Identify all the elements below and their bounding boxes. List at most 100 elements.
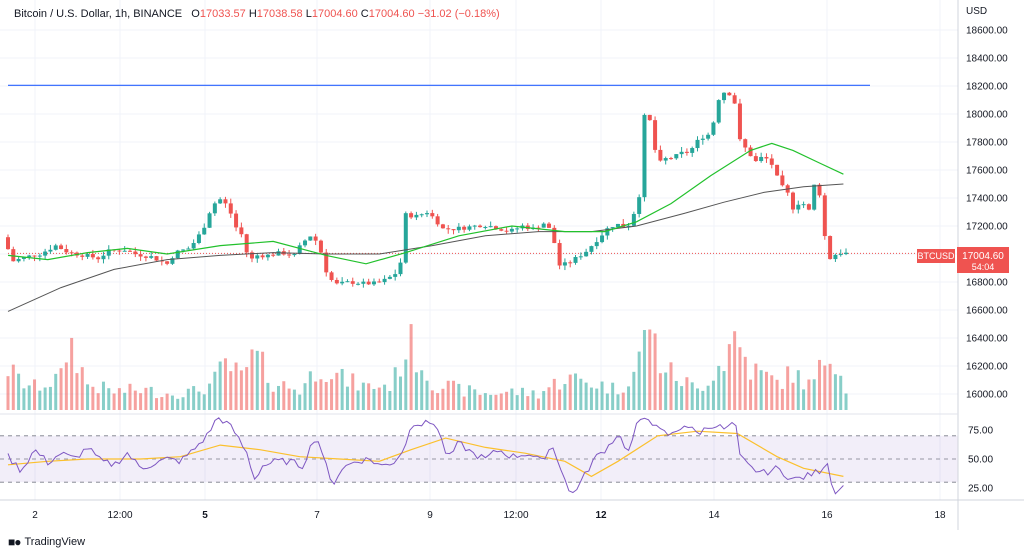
- ma-slow-line: [7, 183, 844, 312]
- volume-bar: [510, 388, 514, 410]
- volume-bar: [404, 359, 408, 410]
- candle-body: [663, 158, 668, 161]
- volume-bar: [107, 388, 111, 410]
- candle-body: [801, 204, 806, 206]
- candle-body: [838, 254, 843, 256]
- candle-body: [695, 139, 700, 149]
- axes: 2 12:00 5 7 9 12:00 12 14 16 18 18600.00 18400.00 18…: [0, 0, 1024, 530]
- volume-bar: [218, 361, 222, 410]
- volume-bar: [54, 373, 58, 410]
- candles: [6, 91, 849, 288]
- candle-body: [631, 213, 636, 226]
- volume-bar: [255, 350, 259, 410]
- candle-body: [578, 256, 583, 258]
- volume-bar: [770, 375, 774, 410]
- volume-bar: [319, 379, 323, 410]
- y-tick-label: 17200.00: [966, 222, 1008, 233]
- candle-body: [817, 184, 822, 196]
- volume-bar: [616, 394, 620, 410]
- volume-bar: [229, 371, 233, 410]
- volume-bar: [436, 393, 440, 410]
- candle-body: [637, 197, 642, 214]
- volume-bar: [589, 387, 593, 410]
- high-label: H: [248, 8, 257, 20]
- candle-body: [403, 213, 408, 263]
- volume-bar: [202, 394, 206, 410]
- candle-body: [430, 213, 435, 217]
- volume-bar: [425, 380, 429, 410]
- tradingview-logo[interactable]: ■● TradingView: [8, 535, 85, 549]
- volume-bar: [160, 397, 164, 410]
- candle-body: [467, 226, 472, 230]
- candle-body: [446, 228, 451, 230]
- candle-body: [127, 250, 132, 252]
- candle-body: [600, 235, 605, 243]
- candle-body: [573, 257, 578, 263]
- volume-bar: [807, 379, 811, 410]
- volume-bar: [59, 368, 63, 410]
- candle-body: [43, 251, 48, 256]
- volume-bar: [759, 370, 763, 410]
- candle-body: [722, 92, 727, 101]
- y-tick-label: 16800.00: [966, 278, 1008, 289]
- volume-bar: [457, 383, 461, 410]
- y-tick-label: 17600.00: [966, 166, 1008, 177]
- volume-bar: [627, 386, 631, 410]
- volume-bar: [812, 379, 816, 410]
- volume-bar: [669, 362, 673, 410]
- volume-bar: [101, 381, 105, 410]
- volume-bar: [80, 367, 84, 410]
- candle-body: [483, 227, 488, 229]
- horizontal-resistance-line[interactable]: [8, 84, 917, 254]
- candle-body: [387, 276, 392, 279]
- countdown-label: 54:04: [972, 262, 995, 272]
- x-tick-label: 12: [595, 510, 607, 521]
- y-tick-label: 16000.00: [966, 390, 1008, 401]
- volume-bar: [414, 372, 418, 410]
- candle-body: [743, 139, 748, 148]
- candle-body: [552, 227, 557, 244]
- candle-body: [732, 95, 737, 104]
- rsi-tick-label: 75.00: [968, 426, 993, 437]
- rsi-tick-label: 50.00: [968, 455, 993, 466]
- volume-bar: [632, 371, 636, 410]
- volume-bar: [192, 386, 196, 410]
- candle-body: [334, 279, 339, 284]
- volume-bar: [467, 385, 471, 410]
- y-tick-label: 18400.00: [966, 54, 1008, 65]
- volume-bar: [75, 373, 79, 410]
- volume-bar: [462, 396, 466, 410]
- candle-body: [6, 237, 10, 250]
- volume-bar: [356, 390, 360, 410]
- volume-bar: [786, 366, 790, 410]
- candle-body: [90, 254, 95, 258]
- candle-body: [175, 250, 180, 259]
- candle-body: [345, 281, 350, 283]
- volume-bar: [717, 365, 721, 410]
- candle-body: [610, 227, 615, 229]
- last-price-label: 17004.60: [962, 251, 1004, 262]
- candle-body: [308, 236, 313, 241]
- volume-bar: [123, 392, 127, 410]
- candle-body: [122, 250, 127, 252]
- volume-bar: [558, 389, 562, 410]
- volume-bar: [818, 359, 822, 410]
- candle-body: [59, 245, 64, 250]
- volume-bar: [11, 364, 15, 410]
- candle-body: [674, 154, 679, 159]
- candle-body: [165, 261, 170, 264]
- volume-bar: [674, 380, 678, 410]
- x-tick-label: 18: [934, 510, 946, 521]
- volume-bar: [372, 388, 376, 410]
- volume-bar: [133, 390, 137, 410]
- price-tag: BTCUSD 17004.60 54:04: [917, 247, 1009, 273]
- volume-bar: [637, 351, 641, 410]
- candle-body: [425, 213, 430, 215]
- x-tick-label: 5: [202, 510, 208, 521]
- volume-bar: [43, 387, 47, 410]
- volume-bar: [139, 393, 143, 410]
- candle-body: [101, 255, 106, 260]
- candle-body: [276, 251, 281, 256]
- volume-bar: [611, 382, 615, 410]
